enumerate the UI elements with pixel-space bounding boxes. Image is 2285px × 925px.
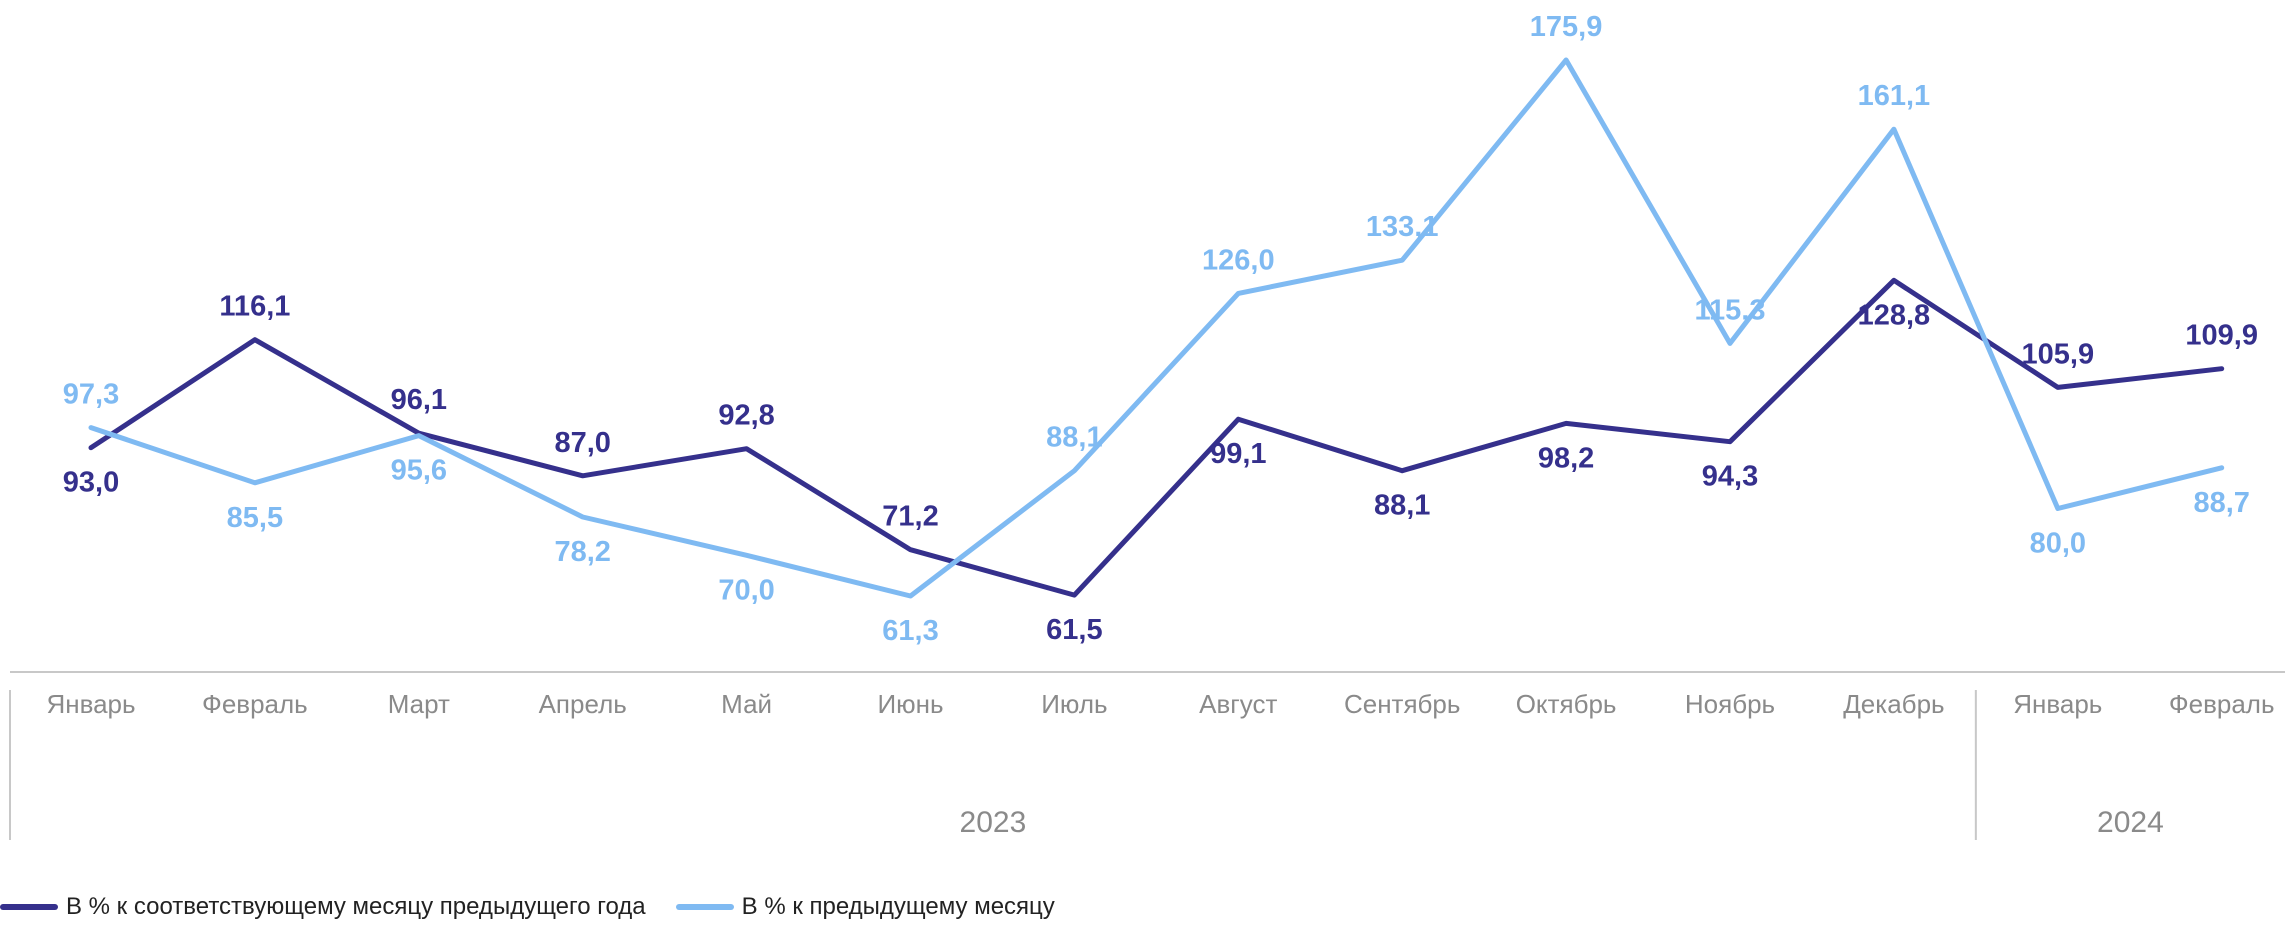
data-label-series-1: 96,1: [391, 384, 447, 416]
x-tick-label: Июнь: [877, 689, 943, 719]
x-tick-label: Январь: [46, 689, 135, 719]
legend-swatch-mom: [675, 904, 734, 910]
year-group-label: 2023: [960, 806, 1027, 839]
data-label-series-2: 133,1: [1366, 211, 1439, 243]
data-label-series-2: 78,2: [554, 536, 610, 568]
legend-item-mom: В % к предыдущему месяцу: [675, 893, 1055, 921]
year-group-label: 2024: [2097, 806, 2164, 839]
legend: В % к соответствующему месяцу предыдущег…: [0, 893, 1085, 921]
data-label-series-1: 99,1: [1210, 438, 1266, 470]
data-label-series-2: 85,5: [227, 502, 283, 534]
series-line-2: [88, 57, 2225, 599]
data-label-series-1: 93,0: [63, 467, 119, 499]
x-tick-label: Ноябрь: [1685, 689, 1775, 719]
data-label-series-2: 88,1: [1046, 422, 1102, 454]
data-label-series-2: 175,9: [1530, 11, 1603, 43]
data-label-series-1: 98,2: [1538, 442, 1594, 474]
data-label-series-1: 87,0: [554, 427, 610, 459]
x-tick-label: Сентябрь: [1344, 689, 1460, 719]
x-tick-label: Май: [721, 689, 772, 719]
data-label-series-1: 71,2: [882, 501, 938, 533]
data-label-series-2: 126,0: [1202, 244, 1275, 276]
x-tick-label: Январь: [2013, 689, 2102, 719]
data-label-series-2: 80,0: [2030, 528, 2086, 560]
x-tick-label: Март: [388, 689, 450, 719]
x-tick-label: Апрель: [539, 689, 627, 719]
data-label-series-1: 109,9: [2185, 320, 2258, 352]
data-label-series-2: 97,3: [63, 379, 119, 411]
data-label-series-2: 115,3: [1695, 294, 1766, 326]
data-label-series-2: 88,7: [2193, 487, 2249, 519]
data-label-series-1: 105,9: [2022, 338, 2095, 370]
data-label-series-1: 88,1: [1374, 490, 1430, 522]
data-label-series-2: 61,3: [882, 615, 938, 647]
legend-swatch-yoy: [0, 904, 58, 910]
x-tick-label: Февраль: [2169, 689, 2275, 719]
data-label-series-1: 128,8: [1858, 299, 1931, 331]
data-label-series-1: 94,3: [1702, 461, 1758, 493]
series-line-1: [88, 277, 2225, 598]
x-tick-label: Август: [1199, 689, 1277, 719]
x-tick-label: Декабрь: [1843, 689, 1944, 719]
data-label-series-2: 161,1: [1858, 80, 1931, 112]
data-label-series-2: 95,6: [391, 455, 447, 487]
x-tick-label: Июль: [1041, 689, 1107, 719]
legend-label-mom: В % к предыдущему месяцу: [741, 893, 1055, 920]
data-label-series-1: 61,5: [1046, 614, 1102, 646]
x-tick-label: Февраль: [202, 689, 308, 719]
data-label-series-1: 116,1: [219, 291, 290, 323]
legend-item-yoy: В % к соответствующему месяцу предыдущег…: [0, 893, 646, 921]
legend-label-yoy: В % к соответствующему месяцу предыдущег…: [66, 893, 646, 920]
data-label-series-2: 70,0: [718, 574, 774, 606]
data-label-series-1: 92,8: [718, 400, 774, 432]
x-tick-label: Октябрь: [1516, 689, 1617, 719]
